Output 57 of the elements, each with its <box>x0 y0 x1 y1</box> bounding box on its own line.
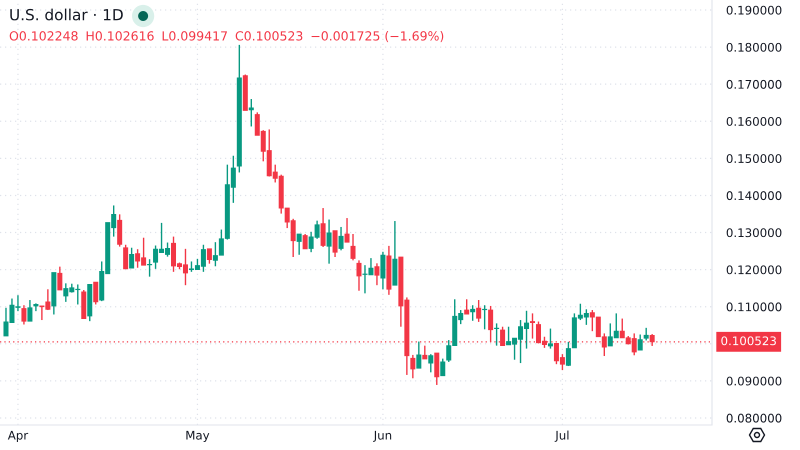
y-tick-label: 0.130000 <box>726 228 782 238</box>
candlestick <box>206 248 212 264</box>
candlestick <box>338 226 344 252</box>
candlestick <box>440 358 446 376</box>
y-tick-label: 0.080000 <box>726 414 782 423</box>
x-tick-label: May <box>186 430 210 442</box>
candlestick <box>332 230 338 258</box>
candlestick <box>434 352 440 386</box>
annotation: O0.102248 <box>10 31 78 41</box>
y-tick-label: 0.160000 <box>726 116 782 126</box>
candlestick <box>123 244 128 270</box>
candlestick <box>326 218 332 264</box>
candlestick <box>464 298 470 315</box>
candlestick <box>410 354 416 379</box>
candlestick <box>470 304 476 322</box>
y-tick-label: 0.180000 <box>726 42 782 52</box>
y-tick-label: 0.140000 <box>726 191 782 200</box>
candlestick <box>428 353 434 374</box>
annotation: C0.100523 <box>236 31 302 41</box>
candlestick <box>21 304 26 326</box>
candlestick <box>129 247 134 269</box>
x-tick-label: Apr <box>8 430 28 442</box>
candlestick <box>422 344 428 360</box>
candlestick <box>548 328 553 350</box>
annotation: H0.102616 <box>86 31 154 41</box>
y-tick-label: 0.090000 <box>726 376 782 386</box>
candlestick <box>476 299 482 323</box>
candlestick <box>482 304 488 330</box>
chart-title: U.S. dollar · 1D <box>10 8 123 20</box>
y-tick-label: 0.190000 <box>726 6 782 15</box>
candlestick <box>494 322 500 346</box>
candlestick <box>248 98 254 128</box>
candlestick <box>380 251 386 290</box>
candlestick <box>638 334 643 351</box>
x-tick-label: Jul <box>554 430 568 442</box>
candlestick <box>320 207 326 248</box>
candlestick <box>302 233 308 250</box>
annotation: L0.099417 <box>162 31 227 41</box>
candlestick <box>644 327 649 342</box>
x-tick-label: Jun <box>373 430 392 442</box>
annotation: −0.001725 (−1.69%) <box>312 30 444 42</box>
y-tick-label: 0.110000 <box>726 302 782 312</box>
candlestick <box>296 233 302 256</box>
candlestick <box>57 266 62 291</box>
candlestick <box>147 258 152 278</box>
candlestick <box>356 260 362 292</box>
candlestick <box>344 217 350 243</box>
ref-line-label: 0.100523 <box>721 336 776 346</box>
y-tick-label: 0.150000 <box>726 154 782 164</box>
y-tick-label: 0.170000 <box>726 80 782 89</box>
candlestick <box>93 282 98 306</box>
y-tick-label: 0.120000 <box>726 265 782 274</box>
candlestick <box>27 299 32 322</box>
candlestick <box>416 340 422 369</box>
candlestick <box>374 262 380 286</box>
candlestick <box>350 233 356 262</box>
candlestick <box>530 312 536 340</box>
